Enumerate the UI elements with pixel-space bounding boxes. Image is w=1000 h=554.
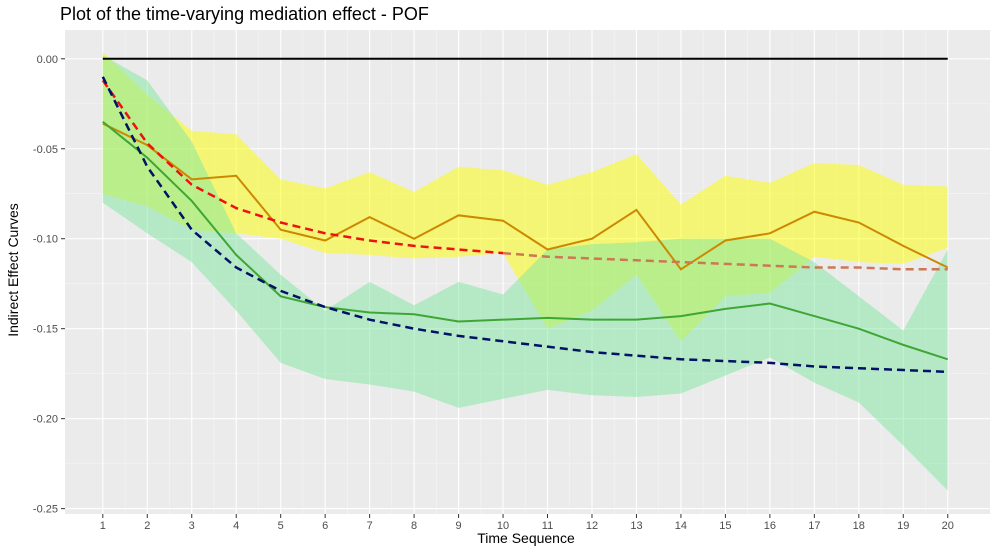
x-tick-label: 7 (367, 520, 373, 532)
x-tick-label: 4 (233, 520, 239, 532)
x-tick-label: 10 (497, 520, 509, 532)
confidence-band (102, 55, 948, 491)
series-lines (101, 57, 949, 374)
y-tick-label: -0.10 (33, 234, 58, 246)
chart-title: Plot of the time-varying mediation effec… (60, 4, 429, 24)
grid-lines (65, 30, 990, 514)
y-axis-title: Indirect Effect Curves (5, 203, 21, 337)
x-tick-label: 19 (897, 520, 909, 532)
x-tick-label: 11 (542, 520, 553, 532)
x-tick-label: 9 (456, 520, 462, 532)
axis-ticks: 1 2 3 4 5 6 7 8 9 10 11 12 13 14 15 16 17 18 19 200.00-0.05… (33, 54, 954, 532)
series-line (102, 122, 949, 271)
x-tick-label: 6 (322, 520, 328, 532)
confidence-bands (102, 51, 948, 491)
x-tick-label: 14 (675, 520, 687, 532)
x-tick-label: 12 (586, 520, 598, 532)
x-tick-label: 2 (144, 520, 150, 532)
x-tick-label: 1 (100, 520, 106, 532)
series-line (101, 76, 948, 374)
y-tick-label: -0.20 (33, 414, 58, 426)
series-line (102, 120, 949, 361)
y-tick-label: -0.15 (33, 324, 58, 336)
x-axis-title: Time Sequence (477, 530, 575, 546)
x-tick-label: 13 (630, 520, 642, 532)
series-line (502, 251, 948, 271)
y-tick-label: 0.00 (37, 54, 58, 66)
x-tick-label: 8 (411, 520, 417, 532)
x-tick-label: 16 (764, 520, 776, 532)
x-tick-label: 17 (808, 520, 820, 532)
y-tick-label: -0.25 (33, 504, 58, 516)
x-tick-label: 18 (853, 520, 865, 532)
x-tick-label: 3 (189, 520, 195, 532)
x-tick-label: 15 (719, 520, 731, 532)
x-tick-label: 5 (278, 520, 284, 532)
x-tick-label: 20 (942, 520, 954, 532)
series-line (101, 79, 504, 255)
y-tick-label: -0.05 (33, 144, 58, 156)
